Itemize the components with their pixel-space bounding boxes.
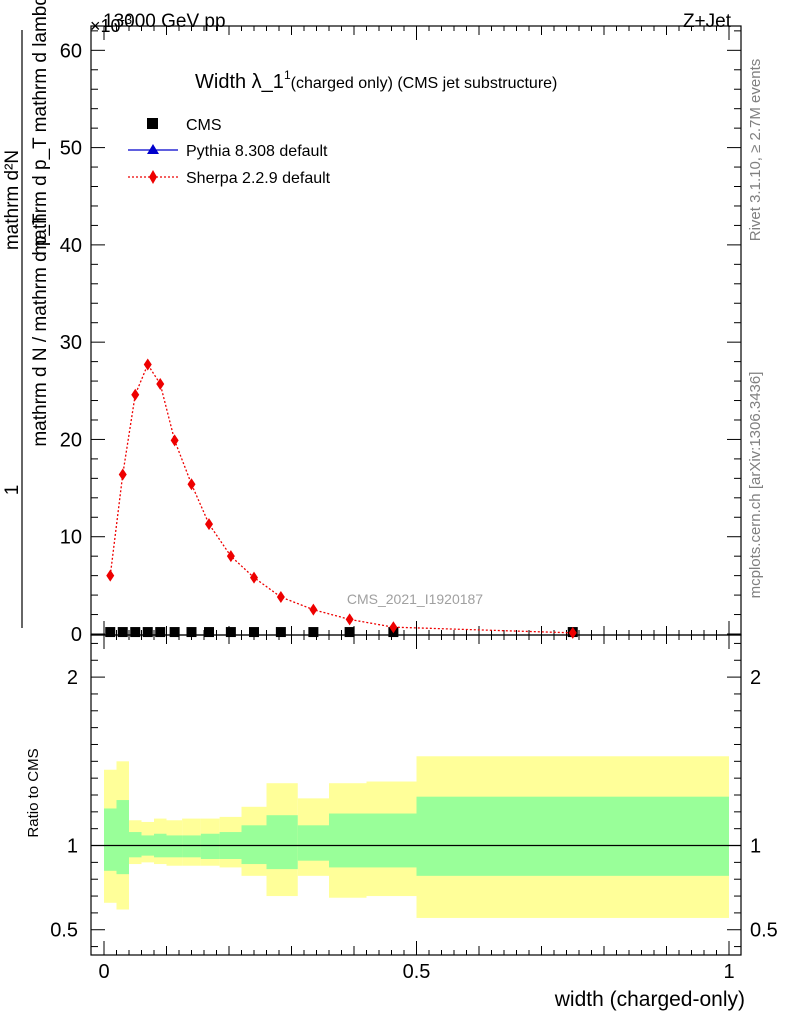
sherpa-point (106, 569, 115, 582)
main-ytick-label: 60 (60, 40, 82, 62)
ratio-inner-band-11 (297, 825, 329, 861)
ratio-inner-band-14 (416, 796, 729, 876)
sherpa-point (568, 626, 577, 639)
cms-point (117, 627, 128, 638)
ratio-error-bands (104, 756, 729, 918)
legend-marker-cms (147, 118, 158, 129)
sherpa-point (250, 571, 258, 584)
sherpa-point (170, 434, 179, 447)
ratio-inner-band-9 (241, 825, 267, 865)
cms-point (204, 627, 214, 638)
ratio-ytick-label-right: 1 (750, 836, 761, 858)
main-y-label: 1 mathrm d N / mathrm d p_T mathrm d²N m… (2, 0, 51, 628)
cms-point (186, 627, 197, 638)
sherpa-point (345, 613, 354, 626)
ratio-ytick-label-left: 0.5 (50, 920, 78, 942)
axis-tick-labels: 0 10 20 30 40 50 60 0 0.5 1 0.5 0.5 1 1 2 2 (50, 40, 778, 983)
sherpa-point (389, 621, 398, 634)
cms-point (105, 627, 116, 638)
chart-title: Width λ_11(charged only) (CMS jet substr… (195, 68, 557, 93)
ratio-inner-band-7 (200, 833, 220, 859)
cms-point (142, 627, 153, 638)
mcplots-label: mcplots.cern.ch [arXiv:1306.3436] (747, 372, 764, 599)
main-ytick-label: 10 (60, 527, 82, 549)
sherpa-point (118, 468, 127, 481)
sherpa-point (187, 478, 196, 491)
legend: CMS Pythia 8.308 default Sherpa 2.2.9 de… (128, 117, 331, 187)
cms-point (130, 627, 141, 638)
legend-label-cms: CMS (186, 117, 222, 134)
legend-marker-sherpa (149, 170, 157, 184)
analysis-watermark: CMS_2021_I1920187 (347, 591, 483, 607)
ratio-inner-band-12 (329, 813, 367, 868)
legend-label-sherpa: Sherpa 2.2.9 default (186, 170, 331, 187)
cms-point (344, 627, 355, 638)
sherpa-point (205, 518, 213, 531)
ratio-inner-band-10 (266, 815, 298, 870)
y-label-bottom: mathrm d p_T mathrm d lambda (30, 0, 51, 256)
cms-point (225, 627, 236, 638)
main-ytick-label: 50 (60, 138, 82, 160)
main-ytick-label: 40 (60, 235, 82, 257)
cms-point (249, 627, 259, 638)
main-ytick-label: 30 (60, 332, 82, 354)
y-exponent: ×10-3 (90, 12, 132, 36)
legend-label-pythia: Pythia 8.308 default (186, 143, 328, 160)
header-left: 13000 GeV pp (103, 11, 226, 32)
sherpa-point (309, 603, 318, 616)
y-label-top: mathrm d²N (2, 150, 23, 250)
xtick-label: 0.5 (403, 961, 431, 983)
main-ytick-label: 20 (60, 429, 82, 451)
main-ytick-label: 0 (71, 624, 82, 646)
ratio-ytick-label-left: 2 (67, 667, 78, 689)
y-label-prefix-bottom: mathrm d N / mathrm d p_T (30, 213, 51, 447)
cms-point (308, 627, 319, 638)
ratio-inner-band-0 (104, 808, 117, 871)
xtick-label: 1 (723, 961, 734, 983)
ratio-inner-band-13 (366, 813, 417, 868)
ratio-inner-band-1 (116, 800, 129, 875)
ratio-ytick-label-right: 2 (750, 667, 761, 689)
ratio-ytick-label-right: 0.5 (750, 920, 778, 942)
legend-marker-pythia (147, 144, 159, 154)
sherpa-point (156, 377, 165, 390)
sherpa-point (131, 388, 140, 401)
x-axis-label: width (charged-only) (554, 988, 745, 1011)
sherpa-point (143, 358, 152, 371)
ratio-ytick-label-left: 1 (67, 836, 78, 858)
sherpa-point (276, 591, 285, 604)
ratio-inner-band-5 (166, 835, 183, 858)
sherpa-line (109, 363, 573, 634)
xtick-label: 0 (98, 961, 109, 983)
header-right: Z+Jet (683, 11, 732, 32)
sherpa-point (226, 550, 235, 563)
data-series (105, 358, 578, 639)
cms-point (275, 627, 286, 638)
ratio-inner-band-2 (129, 832, 142, 858)
cms-point (169, 627, 180, 638)
y-label-prefix-top: 1 (2, 485, 23, 496)
cms-point (155, 627, 166, 638)
ratio-y-label: Ratio to CMS (25, 748, 42, 837)
ratio-inner-band-6 (182, 835, 201, 858)
rivet-label: Rivet 3.1.10, ≥ 2.7M events (747, 59, 764, 242)
